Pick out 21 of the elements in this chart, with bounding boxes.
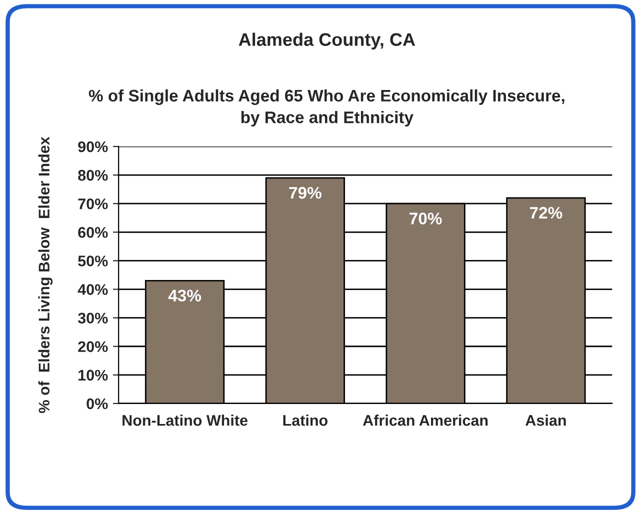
y-tick-label: 50% (78, 256, 108, 266)
chart-title: Alameda County, CA (238, 32, 416, 50)
y-tick-label: 20% (78, 341, 108, 352)
data-label: 72% (530, 206, 562, 219)
x-tick-label: African American (362, 414, 488, 426)
y-tick-label: 10% (78, 370, 108, 381)
y-tick-label: 60% (78, 227, 108, 238)
y-tick-label: 40% (78, 284, 108, 295)
data-label: 70% (410, 212, 442, 224)
y-tick-label: 30% (78, 312, 108, 324)
x-tick-label: Asian (526, 414, 566, 426)
chart-subtitle: % of Single Adults Aged 65 Who Are Economically Insecure, by Race and Ethnicity (88, 89, 564, 127)
x-tick-label: Latino (283, 414, 328, 426)
x-tick-label: Non-Latino White (122, 414, 248, 426)
data-label: 43% (168, 290, 202, 302)
data-label: 79% (289, 186, 322, 199)
y-tick-label: 80% (78, 170, 108, 181)
y-tick-label: 70% (78, 198, 108, 210)
y-tick-label: 0% (86, 398, 108, 410)
y-tick-label: 90% (78, 141, 108, 152)
y-axis-title: % of Elders Living Below Elder Index (38, 136, 53, 413)
